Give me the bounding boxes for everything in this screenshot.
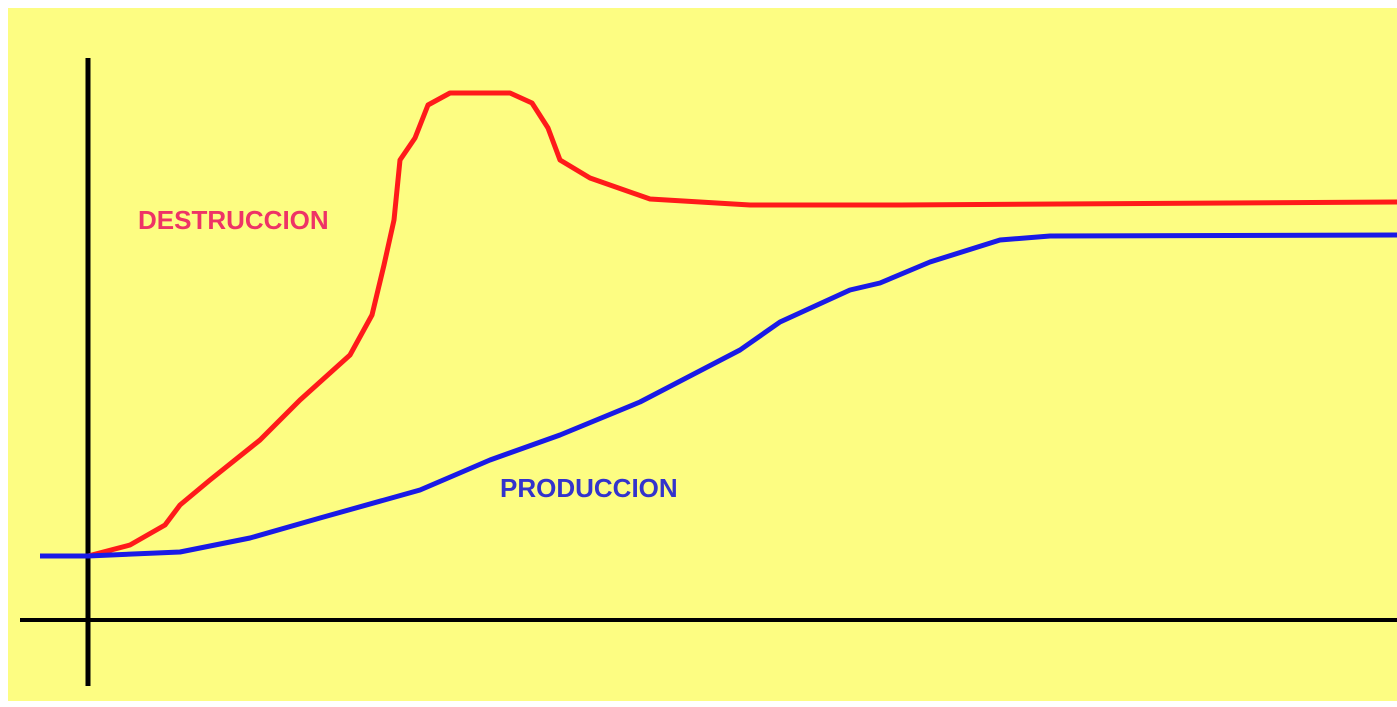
destruction-label: DESTRUCCION	[138, 205, 329, 235]
production-curve	[40, 232, 1397, 559]
destruction-curve	[40, 90, 1397, 559]
background	[8, 8, 1397, 701]
production-label: PRODUCCION	[500, 473, 678, 503]
